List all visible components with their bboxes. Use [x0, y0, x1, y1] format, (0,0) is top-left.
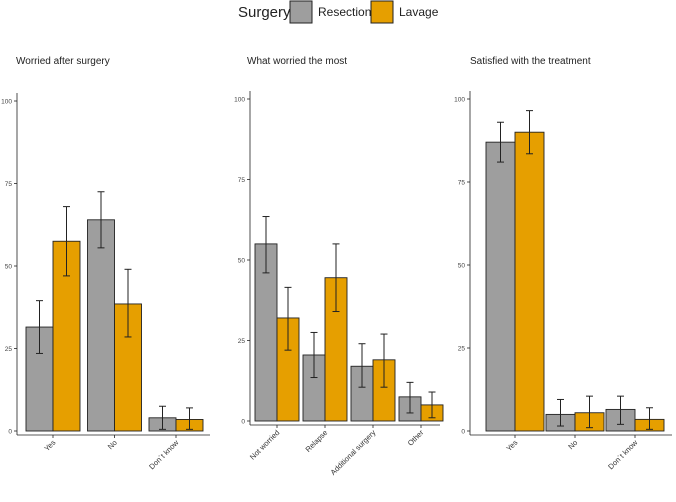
bar-lavage [514, 131, 545, 432]
x-tick-label: Yes [42, 438, 57, 453]
chart-panel-what-worried: What worried the most 0 25 50 75 100 Not worr… [234, 56, 444, 477]
panel-title: Worried after surgery [16, 56, 110, 67]
bar-resection [87, 219, 115, 432]
legend-key-resection [289, 0, 313, 24]
y-tick-label: 0 [461, 429, 465, 436]
y-tick-label: 25 [458, 346, 466, 353]
x-tick-label: No [566, 438, 579, 451]
y-tick-label: 100 [1, 99, 12, 106]
legend-title: Surgery [238, 4, 291, 21]
y-tick-label: 100 [454, 97, 465, 104]
x-tick-label: Yes [504, 438, 519, 453]
legend-label-resection: Resection [318, 5, 371, 19]
legend-key-lavage [370, 0, 394, 24]
x-tick-label: Not worried [248, 428, 281, 461]
y-tick-label: 0 [241, 419, 245, 426]
y-tick-label: 25 [5, 346, 13, 353]
chart-panel-worried: Worried after surgery 0 25 50 75 100 Yes No Don… [1, 56, 210, 471]
x-tick-label: Additional surgery [329, 428, 378, 477]
x-tick-label: Relapse [304, 428, 330, 454]
x-tick-label: No [106, 438, 119, 451]
y-tick-label: 50 [5, 264, 13, 271]
y-tick-label: 75 [458, 180, 466, 187]
y-tick-label: 100 [234, 97, 245, 104]
legend: Surgery Resection Lavage [238, 0, 439, 24]
y-tick-label: 50 [458, 263, 466, 270]
panel-title: What worried the most [247, 56, 347, 67]
legend-label-lavage: Lavage [399, 5, 439, 19]
y-tick-label: 50 [238, 258, 246, 265]
y-tick-label: 25 [238, 338, 246, 345]
panel-title: Satisfied with the treatment [470, 56, 591, 67]
chart-panel-satisfied: Satisfied with the treatment 0 25 50 75 100 Y… [454, 56, 672, 471]
y-tick-label: 75 [5, 181, 13, 188]
bar-resection [485, 141, 516, 432]
x-tick-label: Don´t know [147, 438, 181, 472]
y-tick-label: 0 [8, 429, 12, 436]
x-tick-label: Other [406, 428, 426, 448]
x-tick-label: Don´t know [606, 438, 640, 472]
y-tick-label: 75 [238, 177, 246, 184]
